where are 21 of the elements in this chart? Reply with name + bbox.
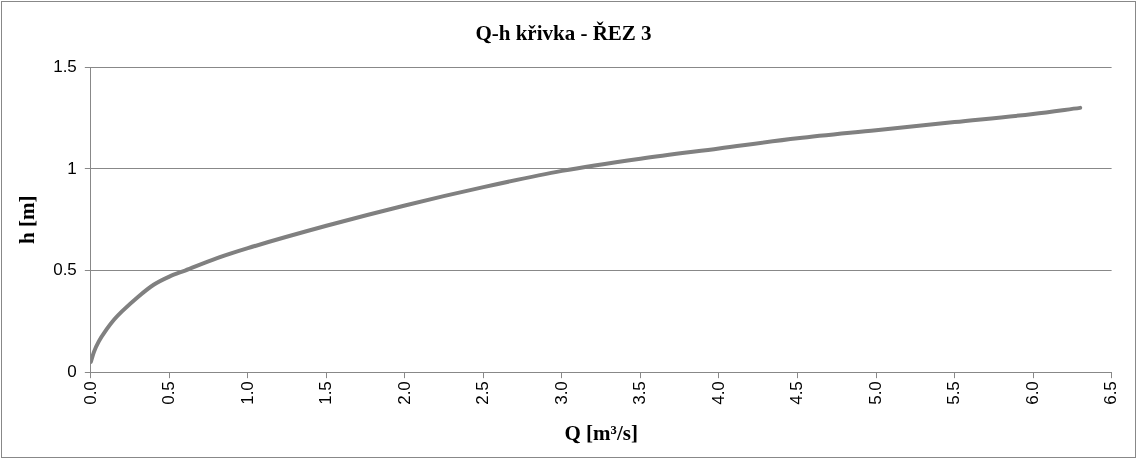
y-axis-title: h [m] (15, 195, 40, 244)
x-tick-label: 0.0 (80, 381, 100, 405)
x-tick-label: 2.0 (394, 381, 414, 405)
y-tick-label: 0.5 (53, 260, 77, 280)
x-tick-label: 1.0 (237, 381, 257, 405)
x-tick-label: 3.5 (630, 381, 650, 405)
x-tick-label: 6.5 (1101, 381, 1121, 405)
y-tick-label: 0 (67, 361, 77, 381)
chart-title: Q-h křivka - ŘEZ 3 (475, 21, 652, 46)
x-tick-label: 0.5 (159, 381, 179, 405)
x-tick-label: 1.5 (316, 381, 336, 405)
x-tick-label: 4.0 (708, 381, 728, 405)
y-tick-label: 1 (67, 158, 77, 178)
x-tick-label: 5.0 (865, 381, 885, 405)
x-tick-label: 5.5 (944, 381, 964, 405)
x-tick-label: 2.5 (473, 381, 493, 405)
x-axis-title: Q [m³/s] (564, 420, 638, 445)
x-tick-label: 6.0 (1022, 381, 1042, 405)
x-tick-label: 4.5 (787, 381, 807, 405)
y-tick-label: 1.5 (53, 56, 77, 76)
x-tick-label: 3.0 (551, 381, 571, 405)
